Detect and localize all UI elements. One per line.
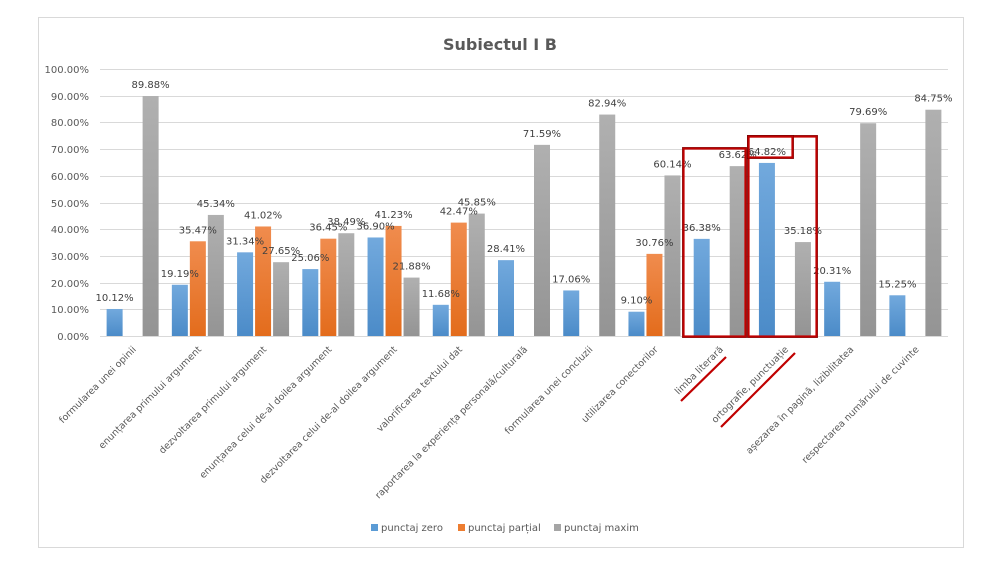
data-label: 25.06% — [291, 253, 329, 264]
chart-title: Subiectul I B — [443, 35, 557, 54]
bar-punctaj-zero[interactable] — [498, 260, 514, 336]
legend: punctaj zero punctaj parțial punctaj max… — [371, 523, 639, 534]
bar-punctaj-zero[interactable] — [563, 290, 580, 336]
bar-punctaj-zero[interactable] — [758, 162, 775, 336]
bar-punctaj-maxim[interactable] — [142, 96, 159, 336]
data-label: 45.85% — [458, 198, 496, 209]
data-label: 30.76% — [635, 238, 673, 249]
legend-label-partial: punctaj parțial — [468, 523, 541, 534]
y-tick-label: 0.00% — [57, 332, 89, 343]
data-label: 82.94% — [588, 99, 626, 110]
data-label: 84.75% — [914, 94, 952, 105]
bar-punctaj-partial[interactable] — [385, 225, 402, 336]
bar-punctaj-maxim[interactable] — [534, 144, 550, 336]
underline-ortografie — [720, 352, 796, 428]
bar-punctaj-zero[interactable] — [171, 284, 188, 336]
bar-punctaj-zero[interactable] — [693, 238, 710, 336]
y-tick-label: 100.00% — [45, 65, 90, 76]
data-label: 36.38% — [683, 223, 721, 234]
data-label: 19.19% — [161, 269, 199, 280]
bar-punctaj-maxim[interactable] — [925, 109, 942, 336]
data-label: 41.02% — [244, 210, 282, 221]
bar-punctaj-partial[interactable] — [320, 238, 337, 336]
highlight-annotations — [680, 135, 818, 428]
highlight-box-label-64-82-inner — [747, 135, 794, 159]
bar-punctaj-maxim[interactable] — [207, 214, 224, 336]
y-tick-label: 40.00% — [51, 225, 89, 236]
legend-item-punctaj-partial[interactable]: punctaj parțial — [458, 523, 541, 534]
data-label: 36.45% — [309, 223, 347, 234]
bar-punctaj-zero[interactable] — [628, 311, 645, 336]
legend-item-punctaj-zero[interactable]: punctaj zero — [371, 523, 443, 534]
bar-punctaj-zero[interactable] — [367, 237, 384, 336]
bar-punctaj-zero[interactable] — [889, 295, 906, 336]
legend-swatch-partial — [458, 524, 465, 531]
data-label: 64.82% — [748, 147, 786, 158]
y-tick-label: 70.00% — [51, 145, 89, 156]
data-label: 28.41% — [487, 244, 525, 255]
data-label: 20.31% — [813, 266, 851, 277]
bar-punctaj-zero[interactable] — [432, 304, 449, 336]
data-label: 41.23% — [374, 210, 412, 221]
bar-punctaj-zero[interactable] — [302, 269, 319, 336]
y-tick-label: 10.00% — [51, 305, 89, 316]
data-labels: 10.12% 19.19% 31.34% 25.06% 36.90% 11.68% 28.4… — [96, 80, 953, 307]
data-label: 35.47% — [179, 225, 217, 236]
bar-punctaj-zero[interactable] — [824, 281, 841, 336]
data-label: 35.18% — [784, 226, 822, 237]
bar-punctaj-partial[interactable] — [450, 222, 467, 336]
bar-punctaj-maxim[interactable] — [729, 166, 746, 336]
y-axis-ticks: 0.00% 10.00% 20.00% 30.00% 40.00% 50.00% 60.00… — [45, 65, 90, 343]
bar-punctaj-maxim[interactable] — [794, 242, 811, 336]
bar-punctaj-partial[interactable] — [255, 226, 272, 336]
y-tick-label: 50.00% — [51, 199, 89, 210]
data-label: 11.68% — [422, 289, 460, 300]
y-tick-label: 30.00% — [51, 252, 89, 263]
data-label: 63.62% — [719, 150, 757, 161]
data-label: 10.12% — [96, 293, 134, 304]
y-tick-label: 80.00% — [51, 118, 89, 129]
underline-limba-literara — [680, 356, 727, 402]
highlight-box-limba-literara-inner — [682, 147, 747, 338]
legend-label-maxim: punctaj maxim — [564, 523, 639, 534]
data-label: 42.47% — [440, 207, 478, 218]
y-tick-label: 60.00% — [51, 172, 89, 183]
data-label: 60.14% — [653, 159, 691, 170]
data-label: 79.69% — [849, 107, 887, 118]
legend-item-punctaj-maxim[interactable]: punctaj maxim — [554, 523, 639, 534]
legend-swatch-maxim — [554, 524, 561, 531]
data-label: 15.25% — [878, 279, 916, 290]
bar-punctaj-partial[interactable] — [189, 241, 206, 336]
bar-punctaj-maxim[interactable] — [468, 213, 485, 336]
data-label: 17.06% — [552, 274, 590, 285]
data-label: 27.65% — [262, 246, 300, 257]
data-label: 38.49% — [327, 217, 365, 228]
y-tick-label: 20.00% — [51, 279, 89, 290]
bar-punctaj-maxim[interactable] — [403, 277, 420, 336]
bar-punctaj-maxim[interactable] — [860, 123, 877, 337]
bar-punctaj-partial[interactable] — [646, 253, 663, 336]
bar-punctaj-maxim[interactable] — [338, 233, 355, 336]
data-label: 21.88% — [392, 262, 430, 273]
bar-punctaj-maxim[interactable] — [599, 114, 616, 336]
y-tick-label: 90.00% — [51, 92, 89, 103]
bar-punctaj-maxim[interactable] — [273, 262, 290, 336]
data-label: 36.90% — [356, 221, 394, 232]
bar-punctaj-maxim[interactable] — [664, 175, 681, 336]
bars — [106, 96, 942, 337]
legend-swatch-zero — [371, 524, 378, 531]
data-label: 9.10% — [621, 296, 653, 307]
data-label: 45.34% — [197, 199, 235, 210]
data-label: 71.59% — [523, 129, 561, 140]
legend-label-zero: punctaj zero — [381, 523, 443, 534]
data-label: 89.88% — [132, 80, 170, 91]
bar-punctaj-zero[interactable] — [106, 308, 123, 336]
data-label: 31.34% — [226, 236, 264, 247]
bar-punctaj-zero[interactable] — [237, 252, 254, 336]
